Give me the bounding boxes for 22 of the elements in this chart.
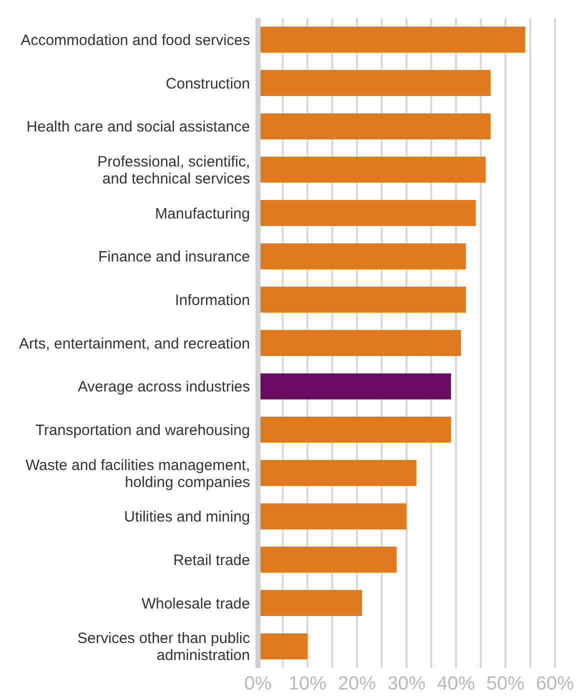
y-tick-label: Finance and insurance	[98, 248, 250, 266]
x-tick-label: 60%	[536, 673, 574, 694]
x-tick-label: 50%	[486, 673, 525, 694]
x-tick-label: 0%	[244, 673, 272, 694]
y-tick-label: Retail trade	[173, 552, 250, 569]
x-tick-label: 40%	[436, 673, 476, 694]
x-tick-label: 30%	[387, 673, 426, 694]
y-tick-label: Information	[174, 292, 250, 309]
x-tick-label: 10%	[288, 673, 327, 694]
x-tick-label: 20%	[338, 673, 376, 694]
y-tick-label: Average across industries	[78, 378, 250, 396]
y-tick-label: Transportation and warehousing	[35, 422, 250, 439]
y-tick-label: Accommodation and food services	[20, 32, 250, 49]
y-tick-label: Health care and social assistance	[26, 118, 250, 136]
y-tick-label: Services other than public administration	[77, 630, 250, 664]
y-tick-label: Professional, scientific, and technical services	[97, 153, 250, 188]
y-tick-label: Utilities and mining	[124, 508, 250, 526]
y-tick-label: Construction	[166, 75, 250, 92]
y-tick-label: Waste and facilities management, holding companies	[25, 456, 250, 491]
y-tick-label: Wholesale trade	[142, 595, 250, 612]
y-tick-label: Arts, entertainment, and recreation	[19, 335, 250, 352]
y-tick-label: Manufacturing	[154, 205, 250, 222]
